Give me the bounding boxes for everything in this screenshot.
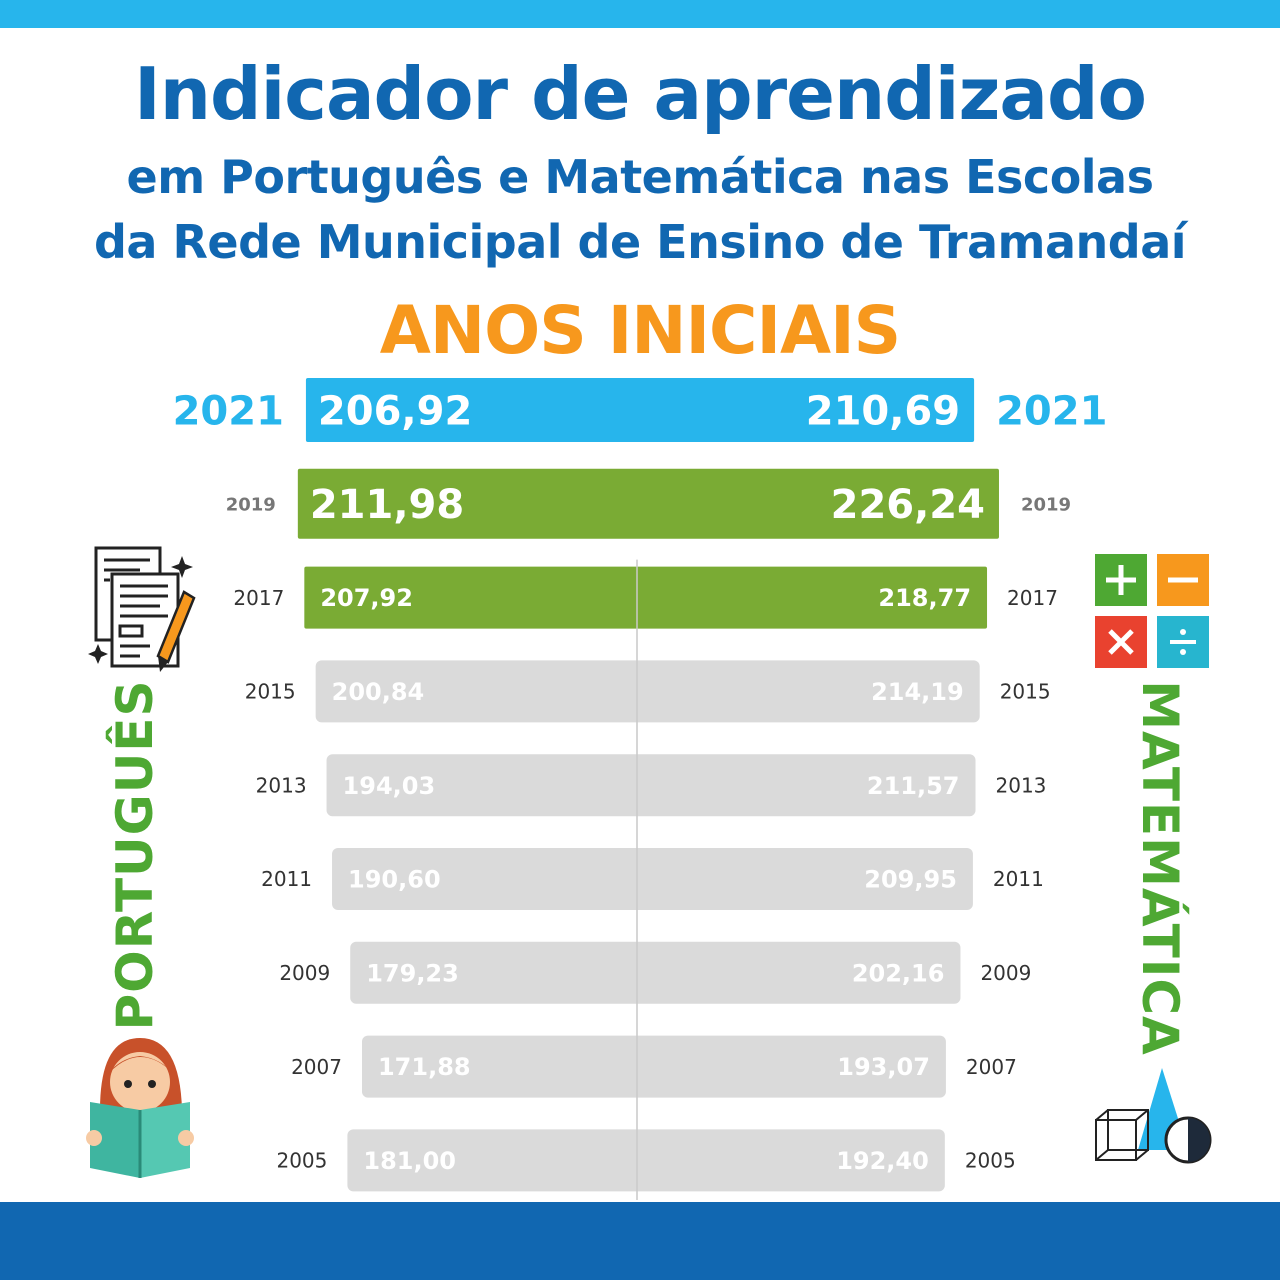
value-matematica-2013: 211,57 (867, 772, 960, 800)
value-matematica-2015: 214,19 (871, 678, 964, 706)
chart-bars: 206,92 210,69 2021 2021 211,98 226,24 2019 2019… (173, 378, 1107, 1200)
section-title: ANOS INICIAIS (379, 292, 901, 369)
year-label-left-2015: 2015 (245, 680, 296, 704)
year-label-left-2005: 2005 (276, 1149, 327, 1173)
geometry-shapes-icon (1095, 1068, 1212, 1164)
year-label-right-2005: 2005 (965, 1149, 1016, 1173)
bar-2007 (361, 1035, 946, 1098)
year-label-right-2015: 2015 (1000, 680, 1051, 704)
value-portugues-2013: 194,03 (343, 772, 436, 800)
value-matematica-2019: 226,24 (831, 482, 985, 528)
value-portugues-2015: 200,84 (332, 678, 425, 706)
year-label-left-2007: 2007 (291, 1055, 342, 1079)
year-label-left-2019: 2019 (226, 494, 276, 515)
year-label-right-2007: 2007 (966, 1055, 1017, 1079)
year-label-left-2021: 2021 (173, 388, 284, 434)
girl-reading-book-icon (86, 1038, 194, 1178)
year-label-left-2011: 2011 (261, 867, 312, 891)
value-portugues-2005: 181,00 (363, 1147, 456, 1175)
value-portugues-2019: 211,98 (310, 482, 464, 528)
year-label-right-2021: 2021 (996, 388, 1107, 434)
bar-2019 (297, 468, 999, 539)
year-label-right-2011: 2011 (993, 867, 1044, 891)
value-matematica-2017: 218,77 (878, 584, 971, 612)
value-matematica-2011: 209,95 (864, 866, 957, 894)
year-label-right-2019: 2019 (1021, 494, 1071, 515)
year-label-right-2017: 2017 (1007, 586, 1058, 610)
math-operations-icon (1095, 554, 1209, 668)
value-portugues-2021: 206,92 (318, 388, 472, 434)
year-label-right-2009: 2009 (980, 961, 1031, 985)
value-matematica-2009: 202,16 (852, 959, 945, 987)
bar-2005 (347, 1129, 945, 1192)
value-matematica-2021: 210,69 (806, 388, 960, 434)
year-label-left-2017: 2017 (233, 586, 284, 610)
page-subtitle-line-2: da Rede Municipal de Ensino de Tramandaí (93, 215, 1187, 269)
year-label-left-2013: 2013 (256, 773, 307, 797)
bar-2013 (326, 754, 976, 817)
side-label-portugues: PORTUGUÊS (106, 679, 164, 1031)
value-portugues-2011: 190,60 (348, 866, 441, 894)
bar-2017 (304, 566, 988, 629)
page-subtitle-line-1: em Português e Matemática nas Escolas (126, 150, 1154, 204)
value-portugues-2017: 207,92 (320, 584, 413, 612)
documents-pencil-icon (88, 546, 196, 672)
side-label-matematica: MATEMÁTICA (1131, 680, 1189, 1056)
year-label-left-2009: 2009 (279, 961, 330, 985)
value-matematica-2005: 192,40 (836, 1147, 929, 1175)
bar-2015 (315, 660, 980, 723)
value-portugues-2007: 171,88 (378, 1053, 471, 1081)
value-matematica-2007: 193,07 (837, 1053, 930, 1081)
year-label-right-2013: 2013 (996, 773, 1047, 797)
bar-2009 (350, 941, 961, 1004)
value-portugues-2009: 179,23 (366, 959, 459, 987)
bar-2021 (305, 378, 975, 442)
bottom-band (0, 1202, 1280, 1280)
bar-2011 (332, 848, 973, 910)
top-band (0, 0, 1280, 28)
page-title: Indicador de aprendizado (134, 52, 1147, 136)
